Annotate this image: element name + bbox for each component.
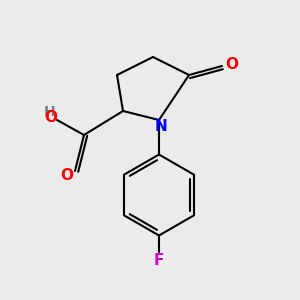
Text: O: O bbox=[44, 110, 57, 125]
Text: F: F bbox=[154, 253, 164, 268]
Text: O: O bbox=[60, 168, 73, 183]
Text: O: O bbox=[225, 57, 238, 72]
Text: N: N bbox=[155, 119, 168, 134]
Text: H: H bbox=[44, 105, 56, 118]
